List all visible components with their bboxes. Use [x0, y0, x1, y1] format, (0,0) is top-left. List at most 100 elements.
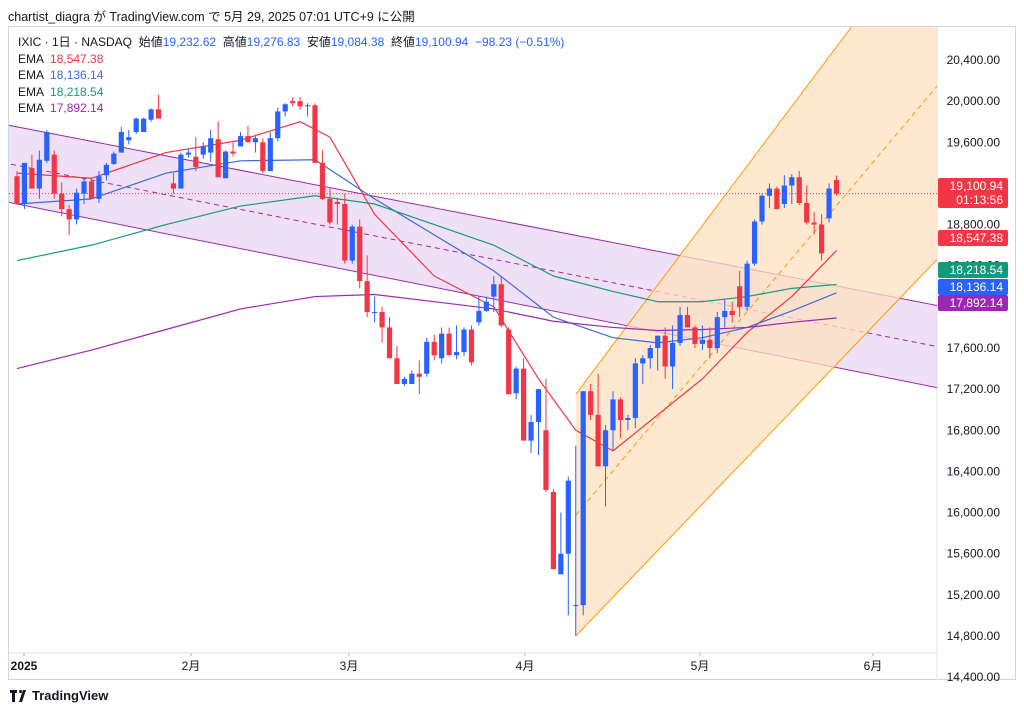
candle-body	[476, 310, 482, 323]
countdown-label: 01:13:56	[956, 193, 1003, 207]
candle-body	[74, 192, 80, 220]
candle-body	[647, 348, 653, 359]
candle-body	[431, 341, 437, 356]
symbol-label[interactable]: IXIC · 1日 · NASDAQ	[18, 35, 133, 49]
candle-body	[468, 329, 475, 363]
candle-body	[632, 363, 638, 418]
ema-value: 18,136.14	[50, 68, 104, 82]
price-axis-badge-label: 18,218.54	[950, 263, 1004, 277]
candle-body	[670, 342, 676, 367]
candle-body	[506, 329, 512, 395]
ema-value: 17,892.14	[50, 101, 104, 115]
candle-body	[386, 327, 393, 359]
candle-body	[36, 159, 42, 189]
candle-body	[588, 391, 594, 415]
ohlc-row: IXIC · 1日 · NASDAQ 始値19,232.62 高値19,276.…	[18, 34, 564, 51]
trend-channel-midline	[575, 85, 937, 516]
candle-body	[364, 281, 370, 312]
candle-body	[595, 414, 601, 467]
price-tick-label: 14,800.00	[947, 629, 1001, 643]
candle-body	[744, 263, 750, 307]
high-label: 高値	[222, 35, 247, 49]
candle-body	[535, 389, 542, 423]
candle-body	[185, 152, 191, 155]
candle-body	[550, 492, 556, 570]
high-value: 19,276.83	[246, 35, 301, 49]
candle-body	[796, 177, 802, 203]
tradingview-logo[interactable]: TradingView	[10, 688, 108, 703]
candle-body	[692, 327, 698, 344]
trend-channel-line	[575, 27, 853, 395]
candle-body	[521, 368, 527, 441]
candle-body	[811, 222, 817, 225]
candle-body	[96, 176, 102, 199]
candle-body	[401, 378, 407, 384]
ema-legend-row[interactable]: EMA 18,136.14	[18, 67, 564, 84]
ema-legend-row[interactable]: EMA 18,218.54	[18, 84, 564, 101]
candle-body	[766, 188, 773, 196]
candle-body	[111, 153, 117, 164]
candle-body	[103, 164, 109, 176]
candle-body	[372, 312, 378, 313]
price-tick-label: 16,800.00	[947, 423, 1001, 437]
candle-body	[357, 226, 363, 282]
candle-body	[178, 154, 184, 189]
candle-body	[722, 310, 728, 318]
candle-body	[170, 183, 177, 189]
ema-legend-row[interactable]: EMA 18,547.38	[18, 51, 564, 68]
price-tick-label: 20,000.00	[947, 94, 1001, 108]
change-value: −98.23 (−0.51%)	[475, 35, 565, 49]
candle-body	[453, 352, 460, 356]
candle-body	[208, 138, 214, 153]
candle-body	[483, 301, 489, 311]
candle-body	[617, 399, 624, 420]
candle-body	[51, 154, 57, 194]
price-axis-badge-label: 19,100.94	[950, 179, 1004, 193]
candle-body	[319, 162, 326, 199]
time-tick-label: 6月	[864, 659, 883, 673]
candle-body	[379, 312, 385, 328]
open-label: 始値	[138, 35, 163, 49]
ema-label: EMA	[18, 68, 45, 82]
time-tick-label: 4月	[516, 659, 535, 673]
trend-channel-line	[575, 258, 937, 637]
price-tick-label: 16,000.00	[947, 506, 1001, 520]
candle-body	[126, 137, 132, 141]
candle-body	[833, 180, 840, 194]
candle-body	[625, 417, 631, 420]
candle-body	[148, 109, 154, 120]
candle-body	[118, 132, 124, 153]
candle-body	[230, 151, 236, 154]
candle-body	[416, 373, 422, 377]
price-axis-badge-label: 18,547.38	[950, 231, 1004, 245]
ema-line	[16, 195, 837, 303]
candle-body	[640, 358, 646, 364]
candle-body	[461, 329, 467, 353]
price-axis-badge	[938, 230, 1008, 246]
candle-body	[543, 430, 549, 490]
ema-label: EMA	[18, 101, 45, 115]
candle-body	[155, 109, 162, 119]
price-axis-badge-label: 17,892.14	[950, 296, 1004, 310]
candle-body	[580, 391, 586, 606]
price-tick-label: 20,400.00	[947, 53, 1001, 67]
candle-body	[558, 553, 564, 575]
candle-body	[200, 146, 206, 155]
candle-body	[394, 358, 400, 384]
candle-body	[327, 198, 333, 223]
candle-body	[252, 138, 258, 143]
candle-body	[59, 193, 65, 210]
candle-body	[602, 430, 609, 467]
ema-legend-row[interactable]: EMA 17,892.14	[18, 100, 564, 117]
brand-name: TradingView	[32, 688, 109, 703]
close-label: 終値	[390, 35, 415, 49]
candle-body	[774, 188, 780, 210]
candle-body	[342, 204, 348, 261]
time-tick-label: 2月	[182, 659, 201, 673]
time-tick-label: 3月	[340, 659, 359, 673]
candle-body	[751, 221, 758, 264]
open-value: 19,232.62	[162, 35, 217, 49]
candle-body	[349, 226, 355, 261]
candle-body	[21, 162, 28, 204]
